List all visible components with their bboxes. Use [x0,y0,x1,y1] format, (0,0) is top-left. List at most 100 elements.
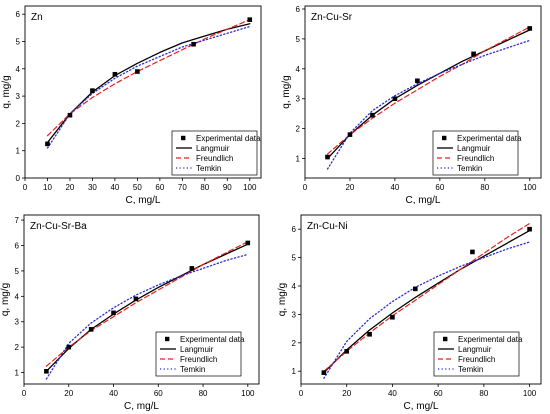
x-tick-label: 80 [200,183,209,192]
legend-marker-square [443,336,448,342]
y-tick-label: 3 [15,318,20,327]
chart-panel-1: 0 10 20 30 40 50 60 70 80 90 100 0 1 2 3 4 5 6 C, mg/L q, m… [1,5,262,206]
y-tick-label: 6 [296,5,301,14]
x-tick-label: 70 [178,183,187,192]
x-tick-label: 80 [480,183,489,192]
y-tick-label: 1 [16,147,21,156]
data-point [88,327,94,332]
x-tick-label: 0 [303,183,308,192]
legend-marker-square [442,135,447,141]
data-point [471,51,476,57]
legend-label: Freundlich [458,355,495,364]
data-point [370,112,375,118]
x-axis-label: C, mg/L [124,401,159,412]
legend-box [155,331,242,377]
plot-frame [24,5,262,179]
data-point [344,349,350,354]
y-tick-label: 4 [16,65,21,74]
series-line-freundlich [46,19,251,137]
x-tick-label: 30 [88,183,97,192]
data-point [470,249,475,255]
y-tick-label: 0 [16,174,21,183]
data-point [135,69,140,74]
y-tick-label: 2 [296,125,301,134]
legend-label: Temkin [458,365,483,374]
y-tick-label: 2 [16,119,21,128]
legend-label: Experimental data [457,134,522,143]
x-tick-label: 100 [243,183,257,192]
data-point [90,88,95,93]
y-tick-label: 5 [292,254,297,263]
plot-frame [304,5,542,179]
series-line-langmuir [323,229,531,374]
y-axis-label: q, mg/g [277,283,288,316]
x-tick-label: 20 [342,389,351,398]
y-tick-label: 7 [15,216,20,225]
y-tick-label: 2 [292,339,297,348]
legend: Experimental dataLangmuirFreundlichTemki… [432,130,522,176]
data-point [247,17,253,22]
x-tick-label: 100 [523,183,537,192]
data-point [45,141,50,147]
legend-label: Langmuir [457,144,491,153]
plot-frame [23,214,260,385]
series-line-temkin [46,25,251,149]
x-tick-label: 100 [241,389,255,398]
panel-title: Zn [31,12,43,23]
series-line-temkin [45,253,249,380]
data-point [325,154,330,160]
data-point [44,368,49,374]
data-point [412,286,418,292]
y-axis-label: q, mg/g [0,283,11,316]
y-tick-label: 6 [15,241,20,250]
x-tick-label: 60 [435,183,444,192]
y-tick-label: 3 [292,310,297,319]
y-tick-label: 2 [15,343,20,352]
panel-title: Zn-Cu-Sr [311,12,353,23]
x-axis-label: C, mg/L [405,195,440,206]
legend-label: Experimental data [180,335,245,344]
x-tick-label: 40 [388,389,397,398]
y-tick-label: 4 [296,65,301,74]
x-tick-label: 40 [109,389,118,398]
data-point [390,314,395,320]
legend-label: Experimental data [196,134,261,143]
y-tick-label: 4 [292,282,297,291]
legend: Experimental dataLangmuirFreundlichTemki… [433,331,523,377]
data-point [415,78,420,84]
legend-label: Temkin [196,164,221,173]
data-point [189,266,195,271]
data-point [392,96,398,102]
x-tick-label: 60 [434,389,443,398]
panel-title: Zn-Cu-Sr-Ba [30,221,87,232]
data-point [133,296,139,302]
y-tick-label: 6 [16,10,21,19]
x-tick-label: 60 [154,389,163,398]
series-line-freundlich [45,241,249,367]
x-tick-label: 40 [390,183,399,192]
chart-panel-4: 0 20 40 60 80 100 1 2 3 4 5 6 C, mg/L q, mg/g Zn-Cu-Ni… [277,214,542,412]
y-tick-label: 5 [16,37,21,46]
legend-marker-square [165,336,170,342]
legend-label: Temkin [457,164,482,173]
chart-panel-2: 0 20 40 60 80 100 1 2 3 4 5 6 C, mg/L q, mg/g Zn-Cu-Sr… [281,5,542,206]
legend: Experimental dataLangmuirFreundlichTemki… [155,331,245,377]
x-tick-label: 80 [199,389,208,398]
legend-marker-square [181,135,186,141]
x-tick-label: 20 [345,183,354,192]
legend-label: Experimental data [458,335,523,344]
data-point [245,240,251,246]
data-point [111,310,116,316]
y-tick-label: 6 [292,225,297,234]
x-tick-label: 40 [110,183,119,192]
panel-title: Zn-Cu-Ni [307,221,348,232]
x-tick-label: 0 [299,389,304,398]
y-tick-label: 4 [15,292,20,301]
y-tick-label: 3 [296,95,301,104]
data-point [191,41,196,47]
data-point [66,344,72,350]
series-line-langmuir [326,29,531,160]
legend: Experimental dataLangmuirFreundlichTemki… [171,130,261,176]
data-point [67,112,73,118]
x-tick-label: 100 [523,389,537,398]
